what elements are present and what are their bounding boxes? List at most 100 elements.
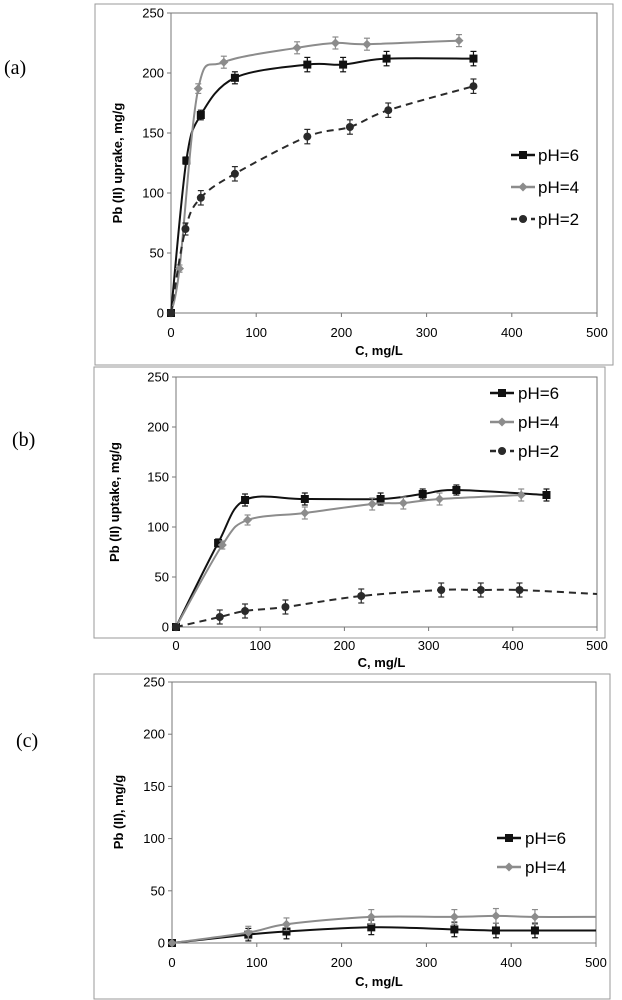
panel-b-series-pH=2-point <box>215 613 224 621</box>
panel-b-series-pH=4-point <box>367 499 377 509</box>
panel-a-series-pH=2-point <box>303 132 312 141</box>
panel-b-series-pH=6-point <box>542 491 551 499</box>
panel-a-ytick-label: 50 <box>150 246 164 261</box>
panel-a-series-pH=6-point <box>196 111 205 119</box>
panel-b-series-pH=4-point <box>243 515 253 525</box>
panel-c-series-pH=4-point <box>243 928 253 938</box>
panel-c-legend-pH=6-marker <box>505 834 513 842</box>
panel-b-series-pH=2-point <box>241 607 250 615</box>
panel-b-xtick-label: 300 <box>418 638 440 653</box>
panel-b-ytick-label: 50 <box>155 570 169 585</box>
panel-b-series-pH=2-point <box>515 586 524 594</box>
panel-a-series-pH=4-line <box>170 39 460 314</box>
panel-c-legend-pH=4-marker <box>504 862 514 872</box>
panel-c-ytick-label: 250 <box>143 675 165 690</box>
panel-a-xtick-label: 200 <box>331 325 353 340</box>
panel-b-series-pH=6-point <box>300 495 309 503</box>
panel-c-ytick-label: 200 <box>143 727 165 742</box>
panel-b-series-pH=2-point <box>172 623 180 631</box>
panel-a-y-axis-title: Pb (II) uprake, mg/g <box>110 103 125 224</box>
panel-a-series-pH=2-point <box>196 193 205 202</box>
panel-b-xtick-label: 200 <box>334 638 356 653</box>
panel-c-legend-label: pH=4 <box>525 858 566 877</box>
panel-a-legend-pH=2-marker <box>519 215 527 223</box>
panel-b-xtick-label: 100 <box>249 638 271 653</box>
panel-c-series-pH=4-point <box>281 919 291 929</box>
panel-b-xtick-label: 400 <box>502 638 524 653</box>
panel-a-legend-pH=4-marker <box>518 182 528 192</box>
panel-c-legend-label: pH=6 <box>525 829 566 848</box>
panel-c-series-pH=4-point <box>167 938 177 948</box>
panel-a-series-pH=6-point <box>339 60 348 69</box>
panel-a-plot-area <box>170 12 598 314</box>
panel-b-ytick-label: 250 <box>147 370 169 385</box>
panel-a-xtick-label: 100 <box>245 325 267 340</box>
panel-a-series-pH=2-point <box>345 123 354 131</box>
panel-a-xtick-label: 400 <box>501 325 523 340</box>
panel-b-y-axis-title: Pb (II) uptake, mg/g <box>107 442 122 562</box>
panel-b-series-pH=6-point <box>376 495 385 503</box>
panel-c-xtick-label: 400 <box>500 955 522 970</box>
panel-b-legend-label: pH=2 <box>518 442 559 461</box>
panel-a-ytick-label: 250 <box>142 6 164 21</box>
panel-b-ytick-label: 200 <box>147 420 169 435</box>
panel-a-series-pH=4-point <box>292 43 302 53</box>
panel-b-series-pH=6-point <box>214 539 223 547</box>
panel-label-b: (b) <box>12 429 36 451</box>
panel-a-series-pH=2-point <box>384 106 393 115</box>
panel-c-xtick-label: 500 <box>585 955 607 970</box>
panel-a-series-pH=6-point <box>382 54 391 63</box>
panel-a-series-pH=2-line <box>170 85 474 314</box>
panel-b-series-pH=2-point <box>281 603 290 611</box>
panel-a-border <box>94 3 614 366</box>
panel-c-ytick-label: 150 <box>143 779 165 794</box>
panel-a-xtick-label: 500 <box>586 325 608 340</box>
panel-a-series-pH=2-point <box>167 309 175 317</box>
panel-a-series-pH=4-point <box>454 36 464 46</box>
panel-a-series-pH=6-point <box>469 54 478 63</box>
panel-b-series-pH=2-line <box>175 588 598 628</box>
panel-a-xtick-label: 300 <box>416 325 438 340</box>
panel-b-series-pH=4-point <box>516 490 526 500</box>
panel-a-legend-label: pH=4 <box>538 178 579 197</box>
panel-a-ytick-label: 150 <box>142 126 164 141</box>
panel-b-series-pH=6-point <box>418 490 427 498</box>
panel-b-legend-label: pH=6 <box>518 384 559 403</box>
panel-c-series-pH=4-point <box>449 912 459 922</box>
panel-a-legend-label: pH=6 <box>538 146 579 165</box>
panel-a-series-pH=6-point <box>182 156 191 165</box>
panel-c-ytick-label: 100 <box>143 831 165 846</box>
panel-c-series-pH=4-point <box>530 912 540 922</box>
panel-b-ytick-label: 150 <box>147 470 169 485</box>
panel-c-ytick-label: 0 <box>158 936 165 951</box>
panel-b-series-pH=6-line <box>175 488 547 628</box>
panel-a-ytick-label: 100 <box>142 186 164 201</box>
panel-b-series-pH=4-line <box>175 494 522 628</box>
panel-a-series-pH=2-point <box>230 169 239 178</box>
panel-b-series-pH=4-point <box>398 498 408 508</box>
panel-c-series-pH=6-point <box>367 923 376 932</box>
panel-a-xtick-label: 0 <box>167 325 174 340</box>
panel-b-series-pH=2-point <box>476 586 485 594</box>
panel-c-xtick-label: 300 <box>416 955 438 970</box>
panel-c-plot-area <box>171 681 597 944</box>
panel-c-y-axis-title: Pb (II), mg/g <box>111 775 126 849</box>
panel-a-series-pH=6-line <box>170 57 474 314</box>
panel-a-series-pH=6-point <box>303 60 312 69</box>
panel-b-ytick-label: 0 <box>162 620 169 635</box>
panel-b-series-pH=4-point <box>300 508 310 518</box>
panel-b-series-pH=6-point <box>241 496 250 504</box>
panel-label-a: (a) <box>4 57 27 79</box>
panel-a-x-axis-title: C, mg/L <box>355 343 403 358</box>
panel-b-legend-pH=6-marker <box>498 389 506 397</box>
panel-a-ytick-label: 200 <box>142 66 164 81</box>
panel-c-series-pH=4-point <box>491 911 501 921</box>
panel-c-ytick-label: 50 <box>151 883 165 898</box>
panel-c-series-pH=6-point <box>530 926 539 935</box>
panel-c-xtick-label: 0 <box>168 955 175 970</box>
panel-b-ytick-label: 100 <box>147 520 169 535</box>
panel-c-series-pH=6-point <box>450 925 459 934</box>
panel-a-series-pH=4-point <box>193 84 203 94</box>
panel-label-c: (c) <box>16 730 39 752</box>
